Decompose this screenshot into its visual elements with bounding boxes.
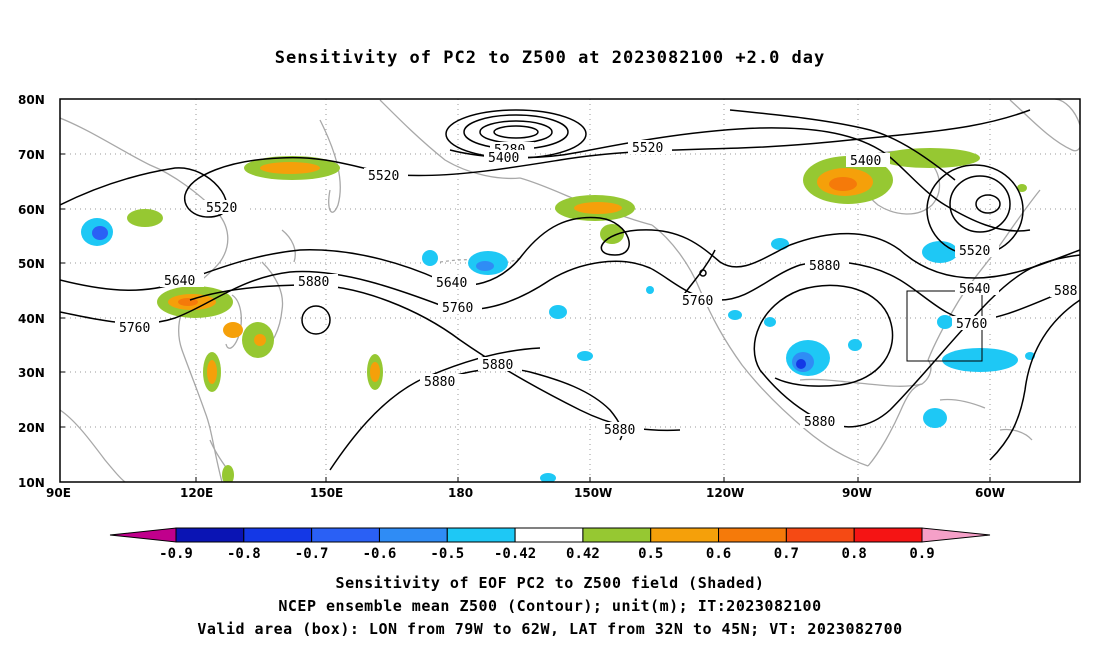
footer-line-1: Sensitivity of EOF PC2 to Z500 field (Sh… xyxy=(335,574,765,592)
lon-label: 120E xyxy=(180,486,213,500)
lat-label: 80N xyxy=(18,93,45,107)
lat-label: 40N xyxy=(18,312,45,326)
positive-shading xyxy=(127,148,1027,482)
contour-label: 5760 xyxy=(682,294,713,309)
colorbar-tick-label: -0.9 xyxy=(159,546,193,562)
lon-label: 90E xyxy=(46,486,71,500)
lon-label: 90W xyxy=(842,486,872,500)
lon-label: 180 xyxy=(448,486,473,500)
contour-label: 5760 xyxy=(956,317,987,332)
colorbar-tick-label: 0.8 xyxy=(842,546,867,562)
axis-ticks xyxy=(60,153,991,482)
colorbar-swatch xyxy=(311,527,380,543)
contour-label: 5520 xyxy=(368,169,399,184)
colorbar-tick-label: 0.42 xyxy=(566,546,600,562)
colorbar-swatch xyxy=(378,527,448,543)
colorbar-swatch xyxy=(175,527,245,543)
lat-label: 20N xyxy=(18,421,45,435)
lon-label: 60W xyxy=(975,486,1005,500)
lon-label: 120W xyxy=(706,486,744,500)
colorbar-swatch xyxy=(243,527,313,543)
contour-label: 5880 xyxy=(804,415,835,430)
colorbar-tick-label: -0.5 xyxy=(430,546,464,562)
contour-label: 5760 xyxy=(442,301,473,316)
footer-line-3: Valid area (box): LON from 79W to 62W, L… xyxy=(197,620,903,638)
lat-label: 60N xyxy=(18,203,45,217)
lat-label: 70N xyxy=(18,148,45,162)
colorbar-swatch xyxy=(785,527,855,543)
colorbar-swatch xyxy=(853,527,923,543)
contour-label: 5400 xyxy=(850,154,881,169)
colorbar-tick-label: -0.6 xyxy=(363,546,397,562)
lon-label: 150W xyxy=(574,486,612,500)
colorbar-tick-label: 0.9 xyxy=(909,546,934,562)
contour-label: 5880 xyxy=(482,358,513,373)
colorbar-swatch xyxy=(514,527,584,543)
contour-label-group: 5280 5400 5520 5520 5400 5520 5640 5760 … xyxy=(115,140,1080,438)
lat-label: 10N xyxy=(18,476,45,490)
colorbar: -0.9 -0.8 -0.7 -0.6 -0.5 -0.42 0.42 0.5 0.6 0.7 0.… xyxy=(109,527,991,562)
contour-label: 588 xyxy=(1054,284,1077,299)
contour-label: 5760 xyxy=(119,321,150,336)
colorbar-tick-label: 0.5 xyxy=(638,546,663,562)
contour-label: 5880 xyxy=(424,375,455,390)
lat-label: 50N xyxy=(18,257,45,271)
contour-label: 5880 xyxy=(809,259,840,274)
colorbar-swatch xyxy=(650,527,720,543)
lon-axis: 90E 120E 150E 180 150W 120W 90W 60W xyxy=(46,486,1005,500)
colorbar-tick-label: 0.7 xyxy=(774,546,799,562)
contour-label: 5400 xyxy=(488,151,519,166)
lat-label: 30N xyxy=(18,366,45,380)
footer-line-2: NCEP ensemble mean Z500 (Contour); unit(… xyxy=(278,597,822,615)
plot-border xyxy=(59,98,1081,483)
chart-title: Sensitivity of PC2 to Z500 at 2023082100… xyxy=(274,48,826,68)
lat-axis: 80N 70N 60N 50N 40N 30N 20N 10N xyxy=(18,93,45,490)
colorbar-tick-label: 0.6 xyxy=(706,546,731,562)
contour-label: 5640 xyxy=(164,274,195,289)
colorbar-right-arrow xyxy=(921,527,991,543)
contour-label: 5880 xyxy=(298,275,329,290)
colorbar-tick-label: -0.8 xyxy=(227,546,261,562)
shaded-sensitivity xyxy=(81,148,1035,482)
contour-label: 5520 xyxy=(632,141,663,156)
colorbar-swatch xyxy=(446,527,516,543)
colorbar-tick-label: -0.42 xyxy=(494,546,536,562)
colorbar-tick-label: -0.7 xyxy=(295,546,329,562)
colorbar-swatch xyxy=(582,527,652,543)
lon-label: 150E xyxy=(310,486,343,500)
contour-label: 5640 xyxy=(959,282,990,297)
colorbar-left-arrow xyxy=(109,527,177,543)
contour-label: 5640 xyxy=(436,276,467,291)
contour-label: 5520 xyxy=(206,201,237,216)
negative-shading xyxy=(81,218,1035,482)
contour-label: 5880 xyxy=(604,423,635,438)
contour-label: 5520 xyxy=(959,244,990,259)
colorbar-swatch xyxy=(718,527,787,543)
